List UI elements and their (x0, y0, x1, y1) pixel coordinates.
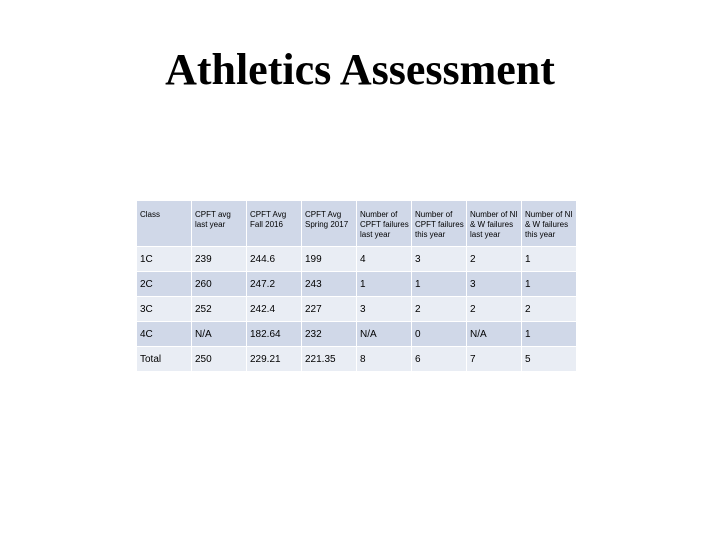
table-cell: 3 (356, 296, 412, 322)
table-cell: N/A (191, 321, 247, 347)
header-cell-cpft-avg-spring-2017: CPFT Avg Spring 2017 (301, 200, 357, 247)
table-cell: 4C (136, 321, 192, 347)
table-cell: 260 (191, 271, 247, 297)
table-cell: 227 (301, 296, 357, 322)
header-cell-niw-failures-last-year: Number of NI & W failures last year (466, 200, 522, 247)
slide-title: Athletics Assessment (165, 45, 555, 94)
table-cell: 8 (356, 346, 412, 372)
table-cell: 5 (521, 346, 577, 372)
table-cell: 3 (411, 246, 467, 272)
table-cell: 0 (411, 321, 467, 347)
table-cell: 1 (356, 271, 412, 297)
table-cell: 3C (136, 296, 192, 322)
table-cell: 232 (301, 321, 357, 347)
table-cell: 1 (521, 246, 577, 272)
header-cell-class: Class (136, 200, 192, 247)
header-cell-cpft-avg-fall-2016: CPFT Avg Fall 2016 (246, 200, 302, 247)
table-row: 1C 239 244.6 199 4 3 2 1 (136, 246, 577, 272)
table-cell: 221.35 (301, 346, 357, 372)
table-cell: 2 (521, 296, 577, 322)
table-cell: 250 (191, 346, 247, 372)
table-cell: 1 (411, 271, 467, 297)
table-cell: 2C (136, 271, 192, 297)
table-cell: 3 (466, 271, 522, 297)
table-cell: 2 (466, 296, 522, 322)
table-cell: 199 (301, 246, 357, 272)
table-cell: 4 (356, 246, 412, 272)
table-row: 3C 252 242.4 227 3 2 2 2 (136, 296, 577, 322)
table-cell: N/A (356, 321, 412, 347)
header-cell-cpft-failures-last-year: Number of CPFT failures last year (356, 200, 412, 247)
table-cell: 252 (191, 296, 247, 322)
table-cell: 7 (466, 346, 522, 372)
table-cell: 244.6 (246, 246, 302, 272)
table-cell: 182.64 (246, 321, 302, 347)
header-cell-niw-failures-this-year: Number of NI & W failures this year (521, 200, 577, 247)
table-cell: Total (136, 346, 192, 372)
table-cell: 242.4 (246, 296, 302, 322)
table-cell: 1 (521, 321, 577, 347)
table-cell: 2 (411, 296, 467, 322)
table-row: 2C 260 247.2 243 1 1 3 1 (136, 271, 577, 297)
table-header-row: Class CPFT avg last year CPFT Avg Fall 2… (136, 200, 577, 247)
assessment-table: Class CPFT avg last year CPFT Avg Fall 2… (136, 200, 577, 372)
table-cell: N/A (466, 321, 522, 347)
table-cell: 1C (136, 246, 192, 272)
header-cell-cpft-avg-last-year: CPFT avg last year (191, 200, 247, 247)
table-cell: 2 (466, 246, 522, 272)
table-cell: 229.21 (246, 346, 302, 372)
table-cell: 1 (521, 271, 577, 297)
table-cell: 239 (191, 246, 247, 272)
table-cell: 247.2 (246, 271, 302, 297)
table-row-total: Total 250 229.21 221.35 8 6 7 5 (136, 346, 577, 372)
table-row: 4C N/A 182.64 232 N/A 0 N/A 1 (136, 321, 577, 347)
table-cell: 243 (301, 271, 357, 297)
table-cell: 6 (411, 346, 467, 372)
header-cell-cpft-failures-this-year: Number of CPFT failures this year (411, 200, 467, 247)
